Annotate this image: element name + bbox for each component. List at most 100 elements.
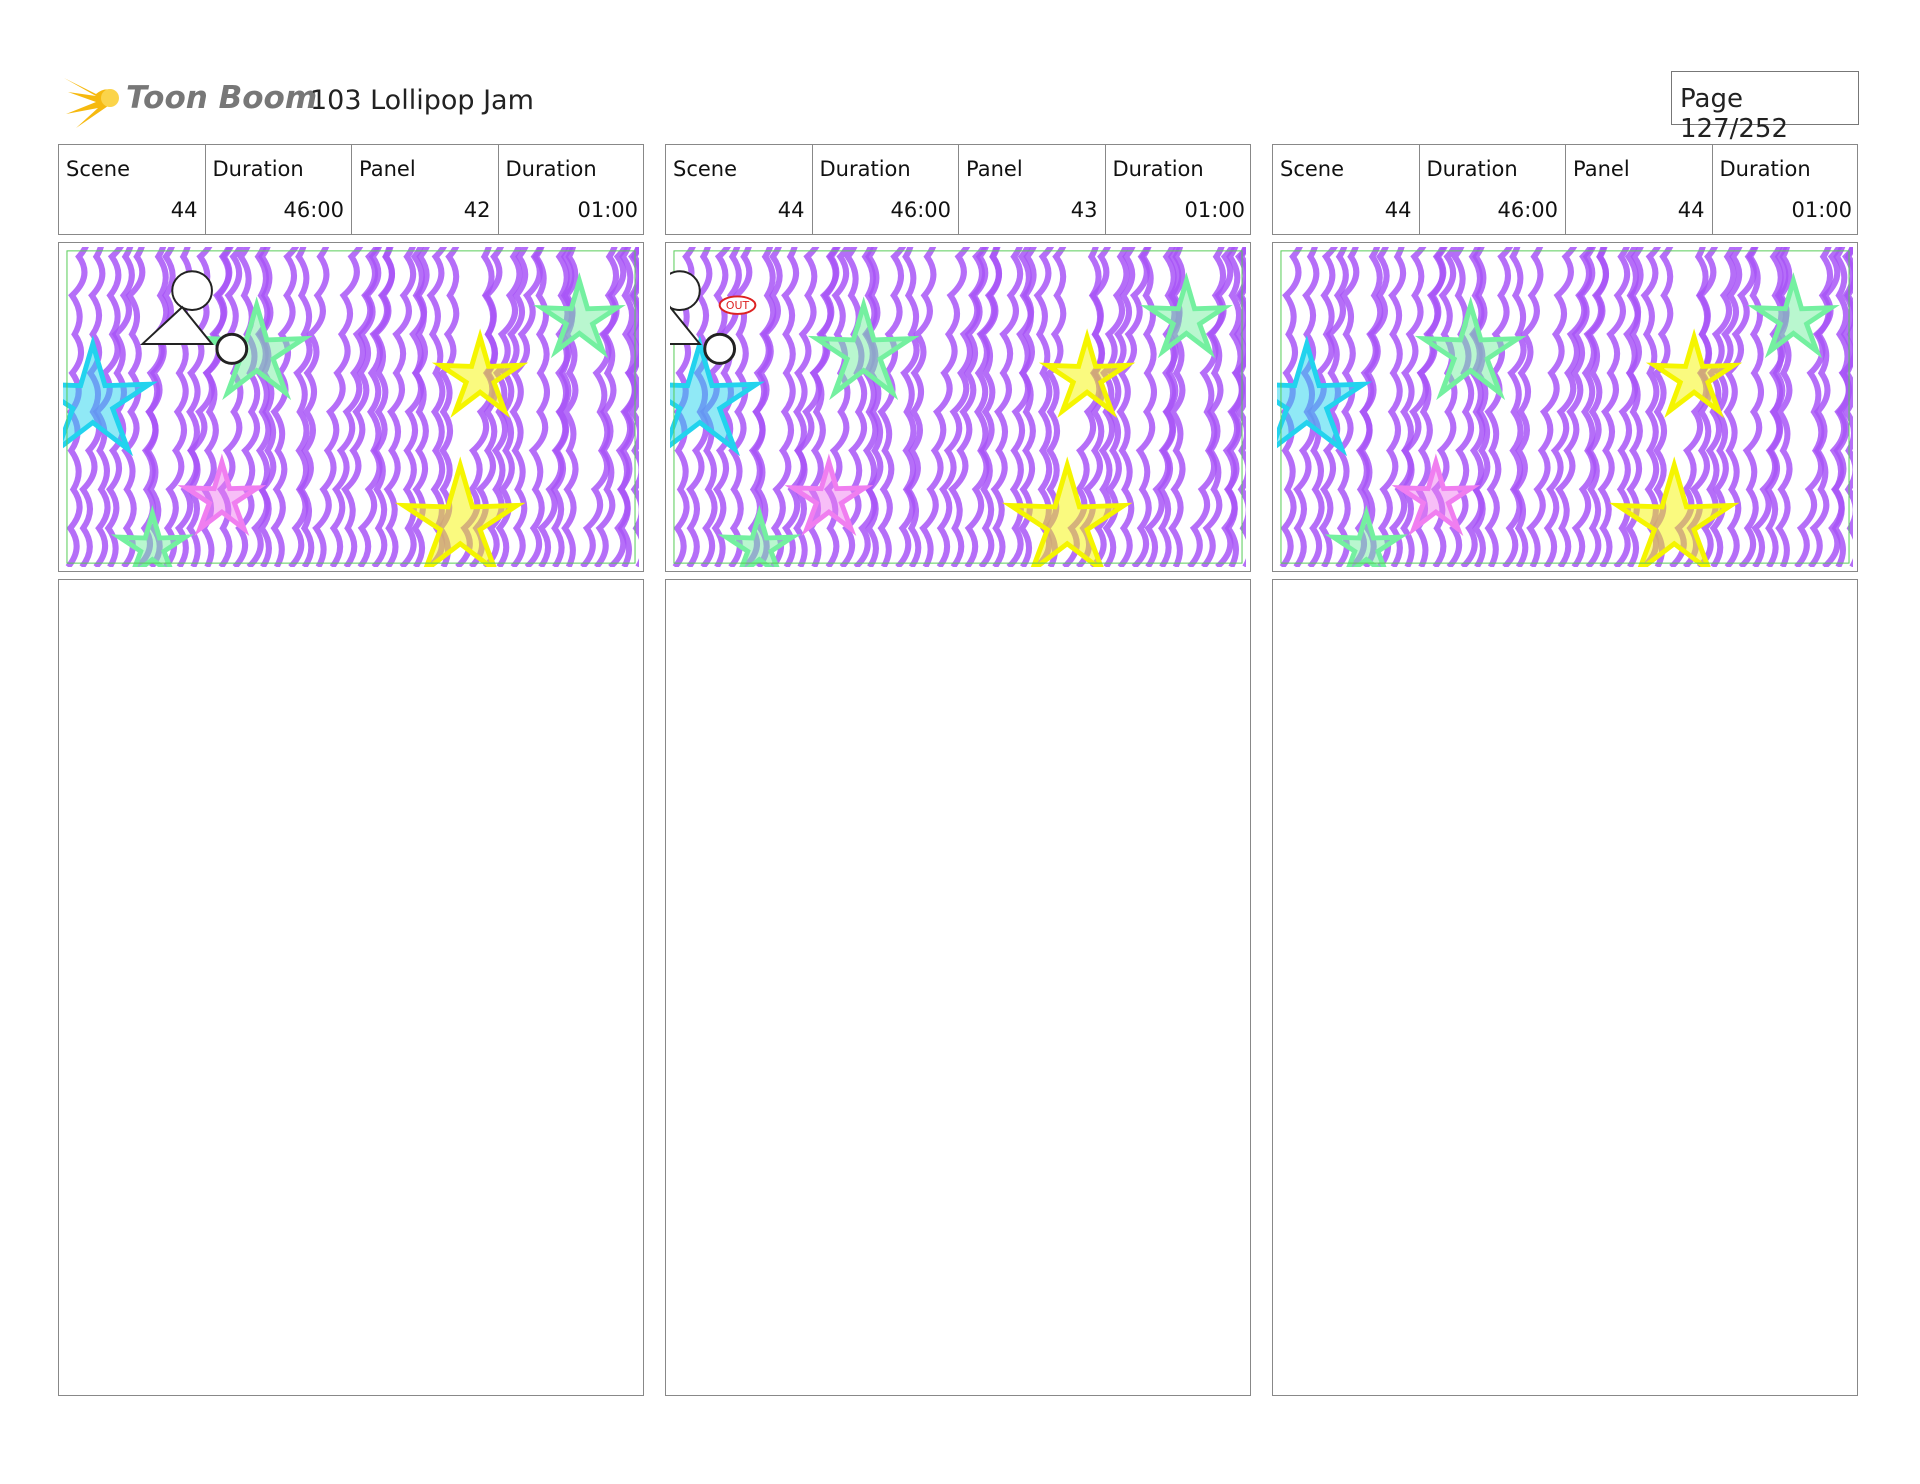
- flower: [807, 296, 920, 401]
- scribble: [1794, 247, 1843, 567]
- flower: [533, 272, 626, 359]
- cell-value: 44: [777, 198, 805, 222]
- flower: [1414, 296, 1527, 401]
- cell-label: Duration: [1426, 157, 1518, 181]
- image-frame: OUT: [665, 242, 1251, 572]
- cell-label: Panel: [1573, 157, 1630, 181]
- flower: [110, 504, 194, 567]
- scribble: [550, 247, 579, 567]
- header-cell: Panel 42: [352, 145, 499, 234]
- header-cell: Duration 01:00: [499, 145, 646, 234]
- scribble: [297, 247, 330, 567]
- scribble: [948, 247, 989, 567]
- flower: [1391, 453, 1481, 537]
- panel-header: Scene 44 Duration 46:00 Panel 44 Duration 01:00: [1272, 144, 1858, 235]
- flower: [431, 328, 529, 418]
- cell-value: 01:00: [577, 198, 638, 222]
- annotation: OUT: [726, 299, 750, 312]
- panel-image: [63, 247, 639, 567]
- header-cell: Duration 46:00: [206, 145, 352, 234]
- page-number: Page 127/252: [1671, 71, 1859, 144]
- character-ring: [703, 332, 737, 365]
- scribble: [270, 247, 300, 567]
- cell-label: Duration: [1112, 157, 1204, 181]
- scribble: [1484, 247, 1514, 567]
- scribble: [383, 247, 417, 567]
- flower: [670, 335, 766, 457]
- scribble: [1470, 247, 1491, 567]
- notes-box: [1272, 579, 1858, 1396]
- cell-value: 42: [463, 198, 491, 222]
- scribble: [312, 247, 364, 567]
- flower: [394, 456, 526, 567]
- scribble: [1526, 247, 1578, 567]
- flower: [63, 335, 159, 457]
- scribble: [371, 247, 395, 567]
- scribble: [1400, 247, 1427, 567]
- scribble: [1723, 247, 1758, 567]
- scribble: [1511, 247, 1544, 567]
- scribble: [839, 247, 868, 567]
- panel-header: Scene 44 Duration 46:00 Panel 43 Duration 01:00: [665, 144, 1251, 235]
- scribble: [143, 247, 176, 567]
- scribble: [895, 247, 920, 567]
- scribble: [877, 247, 907, 567]
- scribble: [728, 247, 753, 567]
- scribble: [1774, 247, 1793, 567]
- cell-label: Scene: [673, 157, 738, 181]
- scribble: [1585, 247, 1609, 567]
- scribble: [863, 247, 884, 567]
- scribble: [1335, 247, 1360, 567]
- scribble: [524, 247, 550, 567]
- scribble: [1446, 247, 1475, 567]
- scribble: [1131, 247, 1157, 567]
- header-cell: Scene 44: [59, 145, 206, 234]
- scribble: [904, 247, 937, 567]
- header-cell: Duration 46:00: [1420, 145, 1566, 234]
- scribble: [329, 247, 381, 567]
- flower: [1747, 272, 1840, 359]
- character-ring: [215, 332, 249, 365]
- scribble: [1502, 247, 1527, 567]
- cell-label: Scene: [1280, 157, 1345, 181]
- cell-label: Duration: [819, 157, 911, 181]
- scribble: [509, 247, 544, 567]
- cell-value: 46:00: [1497, 198, 1558, 222]
- scribble: [990, 247, 1024, 567]
- scribble: [1233, 247, 1246, 567]
- cell-value: 43: [1070, 198, 1098, 222]
- notes-box: [665, 579, 1251, 1396]
- cell-value: 44: [1384, 198, 1412, 222]
- scribble: [580, 247, 629, 567]
- scribble: [1764, 247, 1793, 567]
- scribble: [936, 247, 988, 567]
- scribble: [288, 247, 313, 567]
- scribble: [1555, 247, 1596, 567]
- cell-value: 01:00: [1184, 198, 1245, 222]
- header-cell: Duration 01:00: [1106, 145, 1253, 234]
- header-cell: Panel 44: [1566, 145, 1713, 234]
- flower: [1277, 335, 1373, 457]
- annotation-bubble: [718, 295, 757, 315]
- scribble: [1167, 247, 1186, 567]
- safe-frame: [1280, 250, 1850, 564]
- notes-box: [58, 579, 644, 1396]
- scribble: [186, 247, 213, 567]
- flower: [717, 504, 801, 567]
- scribble: [750, 247, 783, 567]
- scribble: [1738, 247, 1764, 567]
- flower: [1038, 328, 1136, 418]
- cell-value: 44: [1677, 198, 1705, 222]
- safe-frame: [673, 250, 1243, 564]
- cell-label: Panel: [359, 157, 416, 181]
- scribble: [626, 247, 639, 567]
- scribble: [1543, 247, 1595, 567]
- scribble: [769, 247, 800, 567]
- cell-label: Duration: [212, 157, 304, 181]
- flower: [177, 453, 267, 537]
- safe-frame: [66, 250, 636, 564]
- image-frame: [1272, 242, 1858, 572]
- flower: [1001, 456, 1133, 567]
- cell-value: 46:00: [283, 198, 344, 222]
- flower: [1140, 272, 1233, 359]
